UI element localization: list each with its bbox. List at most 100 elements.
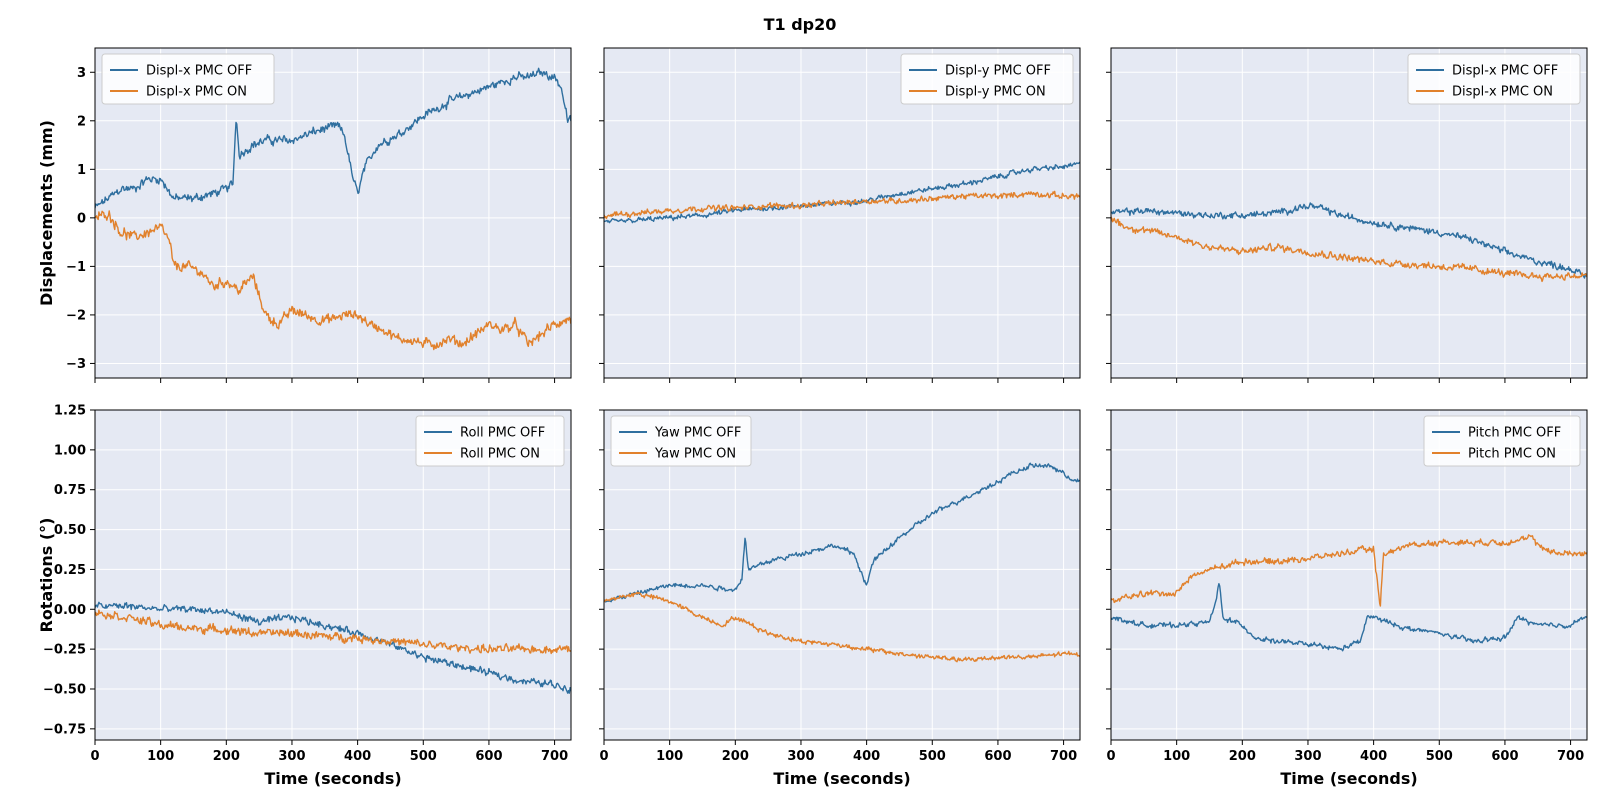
series-group (95, 67, 571, 351)
legend-box (415, 415, 565, 467)
y-tick-label: 0.25 (54, 563, 86, 578)
legend-label: Pitch PMC ON (1468, 447, 1556, 462)
legend: Pitch PMC OFF Pitch PMC ON (1423, 415, 1581, 467)
series-group (95, 601, 571, 694)
series-line-pmc-on (1111, 534, 1587, 607)
x-axis-title: Time (seconds) (773, 769, 910, 788)
x-tick-label: 0 (90, 749, 99, 764)
legend-label: Displ-x PMC ON (146, 85, 247, 100)
panel-top-left: −3 −2 −1 0 1 2 3 Displacements (mm) Displ-x PMC … (37, 47, 572, 383)
x-tick-label: 300 (1294, 749, 1321, 764)
x-tick-label: 200 (213, 749, 240, 764)
legend-label: Displ-y PMC ON (945, 85, 1046, 100)
x-tick-label: 600 (475, 749, 502, 764)
x-axis-title: Time (seconds) (264, 769, 401, 788)
legend-label: Displ-x PMC OFF (1452, 64, 1558, 79)
legend: Yaw PMC OFF Yaw PMC ON (610, 415, 752, 467)
y-tick-label: 1.25 (54, 404, 86, 419)
x-tick-label: 0 (599, 749, 608, 764)
x-tick-label: 400 (853, 749, 880, 764)
x-tick-label: 100 (656, 749, 683, 764)
x-tick-label: 400 (1360, 749, 1387, 764)
legend-box (101, 53, 275, 105)
x-tick-label: 600 (984, 749, 1011, 764)
y-tick-label: −0.75 (43, 722, 86, 737)
legend: Displ-y PMC OFF Displ-y PMC ON (900, 53, 1074, 105)
y-tick-label: −0.25 (43, 643, 86, 658)
series-line-pmc-off (1111, 583, 1587, 652)
series-line-pmc-off (95, 67, 571, 209)
series-line-pmc-on (95, 210, 571, 351)
y-tick-label: 2 (77, 114, 86, 129)
panel-top-right: Displ-x PMC OFF Displ-x PMC ON (1106, 47, 1588, 383)
y-axis-title: Rotations (°) (37, 518, 56, 633)
x-tick-label: 200 (1229, 749, 1256, 764)
x-tick-label: 0 (1106, 749, 1115, 764)
y-tick-label: 0 (77, 211, 86, 226)
legend-label: Yaw PMC ON (654, 447, 736, 462)
y-tick-label: −3 (66, 357, 86, 372)
series-group (604, 462, 1080, 663)
legend-label: Pitch PMC OFF (1468, 426, 1561, 441)
series-line-pmc-off (95, 601, 571, 694)
plot-frame (603, 409, 1081, 741)
panel-bottom-left: 0 100 200 300 400 500 600 700 −0.75 −0.50 −0.25 0.0… (37, 404, 572, 788)
series-line-pmc-on (95, 609, 571, 655)
panel-bottom-right: 0 100 200 300 400 500 600 700 Time (seconds) Pitc… (1106, 409, 1588, 788)
series-line-pmc-off (604, 161, 1080, 224)
y-tick-label: 0.75 (54, 483, 86, 498)
x-tick-label: 700 (1050, 749, 1077, 764)
panels: −3 −2 −1 0 1 2 3 Displacements (mm) Displ-x PMC … (37, 47, 1588, 788)
series-group (1111, 202, 1587, 283)
x-tick-label: 500 (919, 749, 946, 764)
legend-label: Yaw PMC OFF (654, 426, 741, 441)
legend-box (1407, 53, 1581, 105)
series-line-pmc-on (604, 591, 1080, 663)
plot-frame (94, 409, 572, 741)
legend-label: Roll PMC OFF (460, 426, 545, 441)
x-tick-label: 300 (278, 749, 305, 764)
legend-label: Displ-y PMC OFF (945, 64, 1051, 79)
y-tick-label: 0.50 (54, 523, 86, 538)
x-tick-label: 700 (1557, 749, 1584, 764)
series-line-pmc-off (604, 462, 1080, 603)
figure-title: T1 dp20 (764, 15, 837, 34)
legend-label: Roll PMC ON (460, 447, 540, 462)
y-tick-label: 0.00 (54, 603, 86, 618)
x-tick-label: 600 (1491, 749, 1518, 764)
y-tick-label: −2 (66, 308, 86, 323)
series-group (1111, 534, 1587, 652)
y-tick-label: 3 (77, 66, 86, 81)
x-tick-label: 300 (787, 749, 814, 764)
series-group (604, 161, 1080, 224)
y-tick-label: −0.50 (43, 682, 86, 697)
legend: Roll PMC OFF Roll PMC ON (415, 415, 565, 467)
x-tick-label: 500 (410, 749, 437, 764)
y-tick-label: 1.00 (54, 443, 86, 458)
x-tick-label: 200 (722, 749, 749, 764)
legend-label: Displ-x PMC ON (1452, 85, 1553, 100)
x-tick-label: 500 (1426, 749, 1453, 764)
panel-top-middle: Displ-y PMC OFF Displ-y PMC ON (599, 47, 1081, 383)
x-tick-label: 100 (1163, 749, 1190, 764)
plot-frame (603, 47, 1081, 379)
x-tick-label: 700 (541, 749, 568, 764)
series-line-pmc-on (604, 190, 1080, 220)
legend: Displ-x PMC OFF Displ-x PMC ON (101, 53, 275, 105)
y-tick-label: 1 (77, 163, 86, 178)
x-tick-label: 400 (344, 749, 371, 764)
panel-bottom-middle: 0 100 200 300 400 500 600 700 Time (seconds) Yaw … (599, 409, 1081, 788)
y-axis-title: Displacements (mm) (37, 120, 56, 306)
legend-box (1423, 415, 1581, 467)
series-line-pmc-on (1111, 216, 1587, 283)
plot-frame (1110, 409, 1588, 741)
y-tick-label: −1 (66, 260, 86, 275)
x-tick-label: 100 (147, 749, 174, 764)
plot-frame (1110, 47, 1588, 379)
legend-box (900, 53, 1074, 105)
legend-label: Displ-x PMC OFF (146, 64, 252, 79)
series-line-pmc-off (1111, 202, 1587, 279)
x-axis-title: Time (seconds) (1280, 769, 1417, 788)
legend: Displ-x PMC OFF Displ-x PMC ON (1407, 53, 1581, 105)
